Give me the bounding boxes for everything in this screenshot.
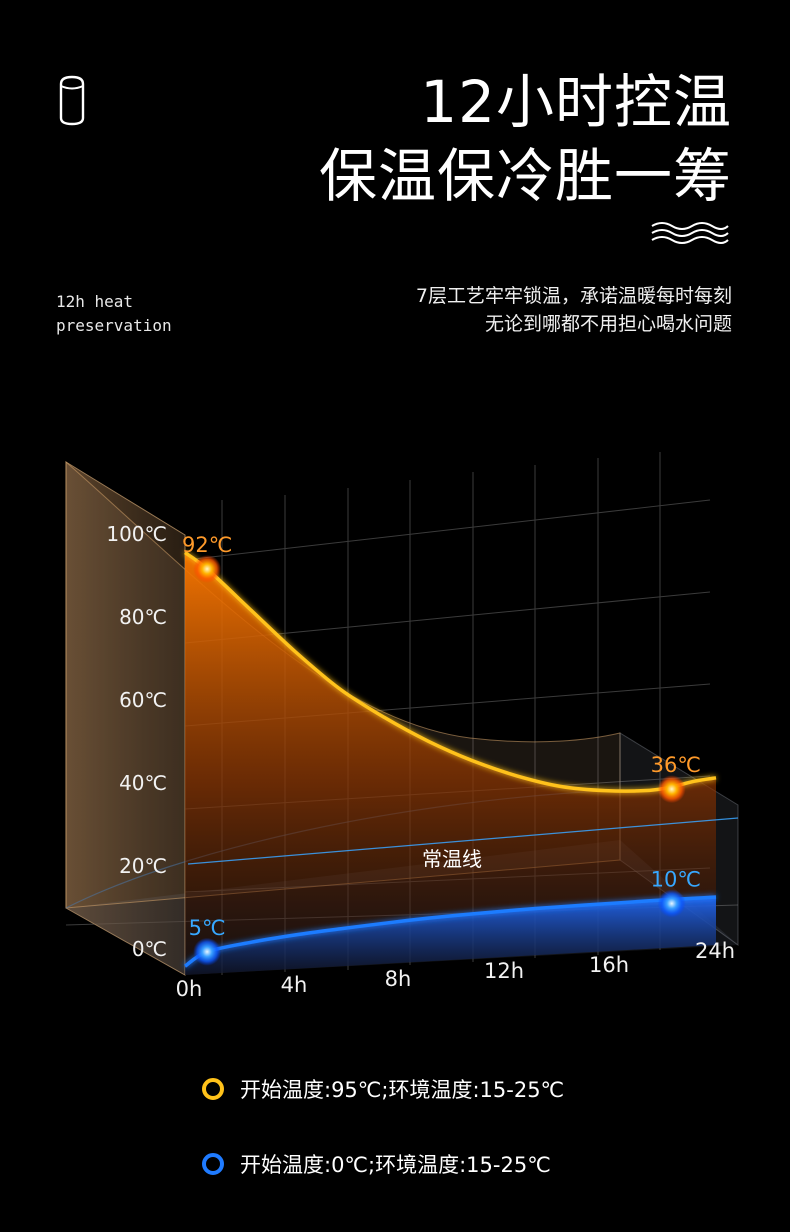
cup-icon xyxy=(59,75,85,126)
english-subtitle: 12h heat preservation xyxy=(56,290,172,338)
temperature-chart: 常温线 100℃ 80℃ 60℃ 40℃ 20℃ 0℃ 0h 4h 8h 12h 16h 24h 9… xyxy=(65,452,739,1001)
y-tick-label: 100℃ xyxy=(106,522,167,546)
description-line-2: 无论到哪都不用担心喝水问题 xyxy=(484,313,732,335)
y-tick-label: 60℃ xyxy=(119,688,167,712)
data-label-cold-0: 5℃ xyxy=(189,916,226,940)
legend-text-hot: 开始温度:95℃;环境温度:15-25℃ xyxy=(240,1078,565,1102)
x-tick-label: 4h xyxy=(281,973,308,997)
x-tick-label: 8h xyxy=(385,967,412,991)
data-label-cold-1: 10℃ xyxy=(651,868,701,892)
x-tick-label: 16h xyxy=(589,953,629,977)
series-area-cold xyxy=(185,897,716,975)
y-tick-label: 40℃ xyxy=(119,771,167,795)
legend-text-cold: 开始温度:0℃;环境温度:15-25℃ xyxy=(240,1153,551,1177)
data-point-hot-1 xyxy=(657,775,686,804)
y-tick-label: 20℃ xyxy=(119,854,167,878)
x-tick-label: 24h xyxy=(695,939,735,963)
description: 7层工艺牢牢锁温，承诺温暖每时每刻 无论到哪都不用担心喝水问题 xyxy=(416,282,732,338)
legend-ring-blue-icon xyxy=(202,1153,224,1175)
x-tick-label: 12h xyxy=(484,959,524,983)
series-area-hot xyxy=(185,552,716,975)
y-tick-label: 0℃ xyxy=(132,937,167,961)
legend-ring-orange-icon xyxy=(202,1078,224,1100)
english-line-1: 12h heat xyxy=(56,292,134,311)
data-point-hot-0 xyxy=(193,554,222,583)
y-tick-label: 80℃ xyxy=(119,605,167,629)
ambient-line xyxy=(187,817,739,865)
title-line-1: 12小时控温 xyxy=(420,68,732,136)
description-line-1: 7层工艺牢牢锁温，承诺温暖每时每刻 xyxy=(415,285,732,307)
legend-item-cold: 开始温度:0℃;环境温度:15-25℃ xyxy=(202,1149,551,1179)
title-line-2: 保温保冷胜一筹 xyxy=(318,142,732,210)
data-point-cold-1 xyxy=(657,889,686,918)
data-point-cold-0 xyxy=(193,937,222,966)
wave-icon xyxy=(651,222,729,244)
ambient-label: 常温线 xyxy=(422,847,482,871)
legend-item-hot: 开始温度:95℃;环境温度:15-25℃ xyxy=(202,1074,564,1104)
english-line-2: preservation xyxy=(56,316,172,335)
data-label-hot-1: 36℃ xyxy=(651,753,701,777)
x-tick-label: 0h xyxy=(176,977,203,1001)
data-label-hot-0: 92℃ xyxy=(182,533,232,557)
